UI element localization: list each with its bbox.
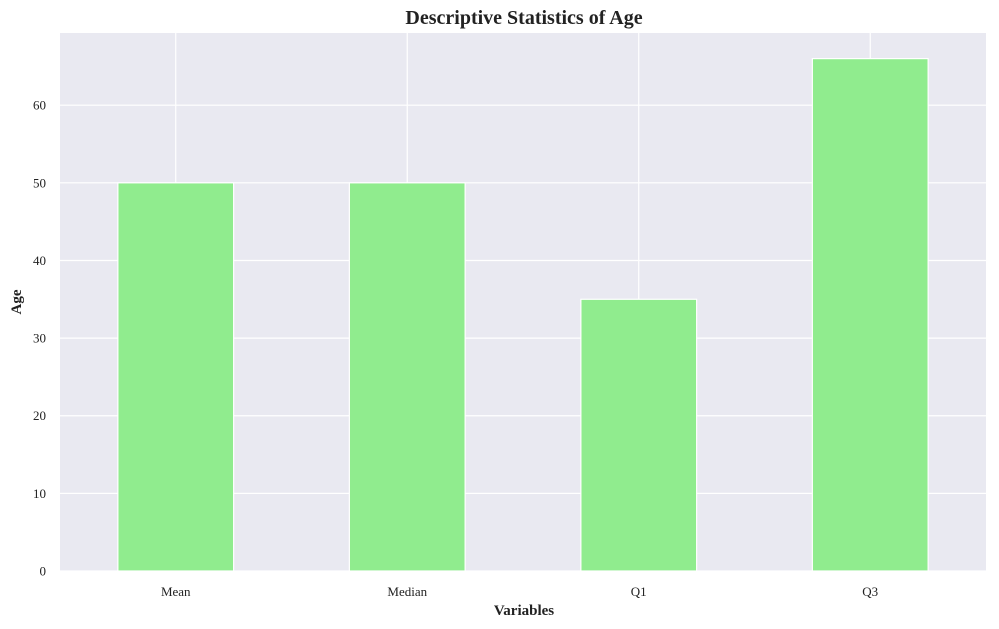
y-tick-label: 20: [33, 408, 46, 423]
x-tick-label: Q3: [862, 584, 878, 599]
bar-mean: [117, 182, 235, 572]
y-tick-label: 10: [33, 486, 46, 501]
y-tick-label: 0: [40, 564, 47, 579]
x-tick-label: Mean: [161, 584, 191, 599]
ticks-layer: 0 10 20 30 40 50 60 Mean Median Q1 Q3: [33, 98, 878, 599]
bar-median: [348, 182, 466, 572]
bars-layer: [117, 58, 929, 572]
y-tick-label: 40: [33, 253, 46, 268]
x-axis-label: Variables: [494, 603, 554, 619]
bar-q1: [580, 298, 698, 572]
y-axis-label: Age: [9, 289, 25, 314]
y-tick-label: 50: [33, 175, 46, 190]
bar-q3: [811, 58, 929, 572]
y-tick-label: 60: [33, 98, 46, 113]
y-tick-label: 30: [33, 331, 46, 346]
x-tick-label: Median: [387, 584, 427, 599]
x-tick-label: Q1: [631, 584, 647, 599]
chart-title: Descriptive Statistics of Age: [405, 7, 642, 29]
